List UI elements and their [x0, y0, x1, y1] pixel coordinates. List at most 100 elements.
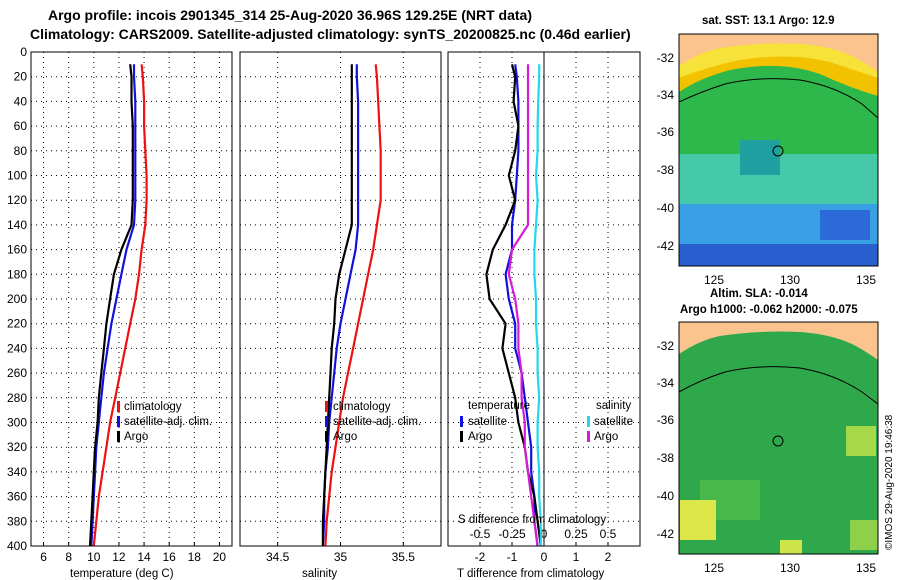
sst-lat-tick: -42 [657, 239, 675, 253]
depth-tick-label: 300 [7, 416, 27, 430]
legend-swatch-climatology [117, 401, 120, 412]
legend-title-salinity: salinity [596, 400, 631, 412]
argo-position-marker [772, 435, 784, 447]
diff-plot-frame [447, 51, 641, 547]
legend-label-t-satellite: satellite [468, 416, 507, 428]
legend-swatch-satellite [325, 416, 328, 427]
diff-x2-tick-label: 0.5 [600, 527, 617, 541]
legend-label-climatology: climatology [333, 401, 391, 413]
depth-tick-label: 260 [7, 366, 27, 380]
depth-tick-label: 60 [14, 119, 28, 133]
diff-x-tick-label: -1 [507, 550, 518, 564]
sla-lat-tick: -42 [657, 527, 675, 541]
diff-series-t-satellite [504, 64, 539, 547]
diff-x2-tick-label: 0.25 [564, 527, 588, 541]
sla-map-lon-ticks: 125 130 135 [704, 561, 876, 575]
sst-lat-tick: -36 [657, 125, 675, 139]
legend-swatch-satellite [117, 416, 120, 427]
sla-patch-5 [850, 520, 878, 550]
sst-lat-tick: -34 [657, 88, 675, 102]
legend-label-s-argo: Argo [594, 431, 618, 443]
depth-tick-label: 180 [7, 267, 27, 281]
sla-lat-tick: -38 [657, 451, 675, 465]
legend-label-satellite: satellite-adj. clim. [333, 416, 421, 428]
legend-label-climatology: climatology [124, 401, 182, 413]
difference-legend: temperature satellite Argo salinity sate… [458, 400, 633, 526]
depth-tick-label: 40 [14, 94, 28, 108]
title-line-1: Argo profile: incois 2901345_314 25-Aug-… [48, 7, 532, 23]
legend-label-t-argo: Argo [468, 431, 492, 443]
temp-x-tick-label: 8 [65, 550, 72, 564]
sst-lon-tick: 135 [856, 273, 876, 287]
sla-lat-tick: -36 [657, 413, 675, 427]
diff-x-tick-label: 0 [541, 550, 548, 564]
sst-map-lat-ticks: -32 -34 -36 -38 -40 -42 [657, 51, 675, 253]
sst-lat-tick: -40 [657, 201, 675, 215]
depth-tick-label: 20 [14, 70, 28, 84]
sla-lon-tick: 130 [780, 561, 800, 575]
legend-swatch-climatology [325, 401, 328, 412]
diff-series-s-argo [507, 64, 539, 547]
temperature-legend: climatology satellite-adj. clim. Argo [117, 401, 212, 443]
diff-series-s-satellite [533, 64, 542, 546]
temp-x-tick-label: 6 [40, 550, 47, 564]
sst-map-frame [678, 33, 879, 267]
sst-map-lon-ticks: 125 130 135 [704, 273, 876, 287]
temp-x-tick-label: 18 [188, 550, 202, 564]
sla-lat-tick: -32 [657, 339, 675, 353]
legend-swatch-t-satellite [460, 416, 463, 427]
sst-lon-tick: 130 [780, 273, 800, 287]
sla-map-lat-ticks: -32 -34 -36 -38 -40 -42 [657, 339, 675, 541]
difference-xlabel: T difference from climatology [457, 568, 604, 580]
temp-x-tick-label: 20 [213, 550, 227, 564]
sla-lat-tick: -40 [657, 489, 675, 503]
temperature-panel: 6 8 10 12 14 16 18 20 [30, 51, 233, 564]
temp-x-tick-label: 12 [112, 550, 126, 564]
depth-tick-label: 100 [7, 169, 27, 183]
sal-series-climatology [324, 64, 382, 547]
temperature-xlabel: temperature (deg C) [70, 568, 174, 580]
sla-patch-3 [680, 500, 716, 540]
depth-tick-label: 140 [7, 218, 27, 232]
sla-map-title-1: Altim. SLA: -0.014 [710, 288, 808, 300]
title-line-2: Climatology: CARS2009. Satellite-adjuste… [30, 26, 631, 42]
sla-lon-tick: 135 [856, 561, 876, 575]
depth-tick-label: 200 [7, 292, 27, 306]
sla-map-title-2: Argo h1000: -0.062 h2000: -0.075 [680, 304, 858, 316]
temp-x-tick-label: 10 [87, 550, 101, 564]
sst-eddy [740, 140, 780, 175]
depth-tick-label: 80 [14, 144, 28, 158]
diff-x-tick-label: 2 [605, 550, 612, 564]
diff-x2-tick-label: -0.5 [470, 527, 491, 541]
depth-tick-label: 120 [7, 193, 27, 207]
sla-map [678, 321, 879, 555]
sst-lon-tick: 125 [704, 273, 724, 287]
argo-position-marker [772, 145, 784, 157]
diff-x-tick-label: -2 [475, 550, 486, 564]
sst-lat-tick: -38 [657, 163, 675, 177]
depth-tick-label: 240 [7, 341, 27, 355]
sal-x-tick-label: 35.5 [392, 550, 416, 564]
legend-swatch-argo [117, 431, 120, 442]
depth-tick-label: 280 [7, 391, 27, 405]
temp-x-tick-label: 16 [163, 550, 177, 564]
legend-swatch-t-argo [460, 431, 463, 442]
diff-x-tick-label: 1 [573, 550, 580, 564]
legend-title-temperature: temperature [468, 400, 530, 412]
depth-tick-label: 160 [7, 243, 27, 257]
depth-tick-label: 340 [7, 465, 27, 479]
sla-patch-2 [846, 426, 876, 456]
sal-x-tick-label: 34.5 [266, 550, 290, 564]
depth-axis: 0 20 40 60 80 100 120 140 160 180 200 220 240 260 280 3… [7, 45, 27, 553]
sla-map-frame [678, 321, 879, 555]
legend-label-argo: Argo [333, 431, 357, 443]
sst-map [678, 33, 879, 267]
depth-tick-label: 360 [7, 490, 27, 504]
temp-series-argo [88, 64, 134, 547]
legend-label-argo: Argo [124, 431, 148, 443]
sst-cold-patch [820, 210, 870, 240]
sla-lon-tick: 125 [704, 561, 724, 575]
legend-label-s-satellite: satellite [594, 416, 633, 428]
